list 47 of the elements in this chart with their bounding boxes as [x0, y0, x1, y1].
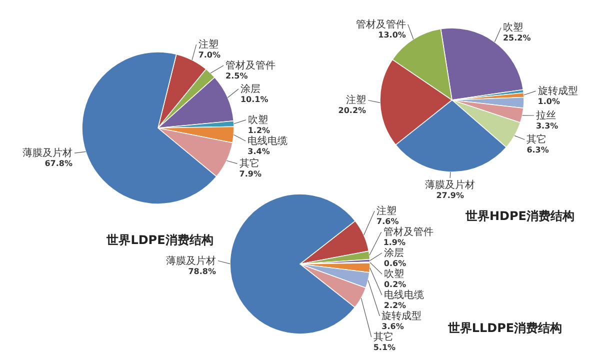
text: 世界HDPE消费结构 [464, 209, 574, 223]
data-label: 7.0% [198, 50, 221, 60]
slice-label: 注塑 [376, 205, 397, 217]
slice-label: 薄膜及片材 [166, 254, 216, 267]
text: 世界LDPE消费结构 [106, 233, 214, 247]
data-label: 25.2% [502, 34, 531, 43]
slice-label: 管材及管件 [356, 18, 406, 30]
data-label: 3.3% [536, 121, 558, 130]
data-label: 20.2% [338, 106, 366, 116]
data-label: 3.6% [382, 322, 404, 331]
slice-label: 其它 [373, 331, 394, 343]
slice-label: 旋转成型 [382, 310, 422, 322]
slice-label: 其它 [239, 158, 260, 170]
data-label: 13.0% [378, 30, 406, 40]
slice-label: 拉丝 [536, 109, 556, 122]
slice-label: 薄膜及片材 [425, 178, 476, 191]
slice-label: 电线电缆 [384, 289, 424, 301]
slice-label: 注塑 [346, 94, 366, 106]
data-label: 2.5% [226, 72, 248, 81]
data-label: 2.2% [384, 301, 406, 310]
data-label: 67.8% [44, 159, 72, 168]
slice-label: 吹塑 [502, 22, 523, 34]
slice-label: 吹塑 [384, 268, 404, 280]
slice-label: 管材及管件 [383, 226, 434, 238]
data-label: 27.9% [436, 190, 464, 200]
data-label: 1.9% [383, 238, 406, 247]
slice-label: 电线电缆 [248, 134, 288, 147]
data-label: 1.2% [248, 126, 270, 135]
slice-label: 吹塑 [248, 114, 268, 126]
data-label: 0.6% [384, 259, 406, 268]
data-label: 6.3% [526, 146, 549, 155]
data-label: 1.0% [538, 97, 560, 106]
data-label: 5.1% [373, 343, 396, 352]
slice-label: 其它 [526, 134, 547, 146]
slice-label: 管材及管件 [226, 60, 276, 72]
data-label: 7.6% [376, 217, 399, 226]
data-label: 0.2% [384, 280, 406, 289]
text: 世界LLDPE消费结构 [446, 321, 562, 335]
slice-label: 涂层 [384, 247, 404, 259]
slice-label: 薄膜及片材 [22, 147, 72, 160]
slice-label: 旋转成型 [538, 85, 578, 98]
data-label: 7.9% [239, 170, 262, 179]
data-label: 78.8% [188, 266, 216, 276]
slice-label: 注塑 [198, 38, 218, 51]
data-label: 3.4% [248, 146, 270, 156]
data-label: 10.1% [240, 95, 268, 104]
slice-label: 涂层 [240, 83, 260, 96]
